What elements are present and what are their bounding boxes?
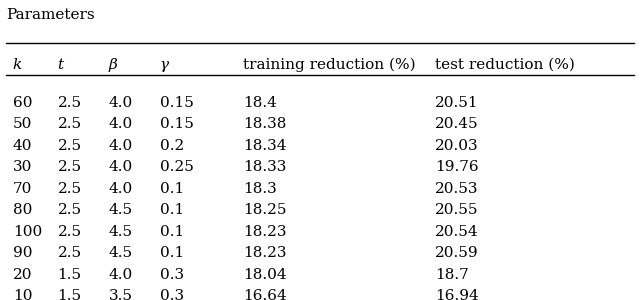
Text: 4.0: 4.0 [109,117,133,131]
Text: 0.15: 0.15 [160,117,194,131]
Text: 0.25: 0.25 [160,160,194,174]
Text: 0.1: 0.1 [160,225,184,239]
Text: 18.3: 18.3 [243,182,277,196]
Text: 4.0: 4.0 [109,96,133,110]
Text: 20.53: 20.53 [435,182,479,196]
Text: 20.59: 20.59 [435,246,479,260]
Text: 18.33: 18.33 [243,160,287,174]
Text: 30: 30 [13,160,32,174]
Text: 18.34: 18.34 [243,139,287,153]
Text: 3.5: 3.5 [109,289,133,300]
Text: 4.5: 4.5 [109,225,133,239]
Text: 0.3: 0.3 [160,268,184,282]
Text: 18.4: 18.4 [243,96,277,110]
Text: 16.64: 16.64 [243,289,287,300]
Text: 0.2: 0.2 [160,139,184,153]
Text: 70: 70 [13,182,32,196]
Text: 2.5: 2.5 [58,182,82,196]
Text: 18.23: 18.23 [243,225,287,239]
Text: training reduction (%): training reduction (%) [243,58,416,72]
Text: 1.5: 1.5 [58,268,82,282]
Text: t: t [58,58,64,72]
Text: 2.5: 2.5 [58,139,82,153]
Text: 2.5: 2.5 [58,117,82,131]
Text: 40: 40 [13,139,32,153]
Text: 2.5: 2.5 [58,160,82,174]
Text: 0.15: 0.15 [160,96,194,110]
Text: 2.5: 2.5 [58,246,82,260]
Text: 0.3: 0.3 [160,289,184,300]
Text: 4.0: 4.0 [109,160,133,174]
Text: 16.94: 16.94 [435,289,479,300]
Text: 0.1: 0.1 [160,182,184,196]
Text: 20.55: 20.55 [435,203,479,217]
Text: 20.03: 20.03 [435,139,479,153]
Text: 100: 100 [13,225,42,239]
Text: 20.51: 20.51 [435,96,479,110]
Text: 4.0: 4.0 [109,139,133,153]
Text: 2.5: 2.5 [58,203,82,217]
Text: 4.0: 4.0 [109,182,133,196]
Text: 10: 10 [13,289,32,300]
Text: 18.04: 18.04 [243,268,287,282]
Text: 2.5: 2.5 [58,96,82,110]
Text: 18.23: 18.23 [243,246,287,260]
Text: β: β [109,58,118,72]
Text: k: k [13,58,22,72]
Text: 18.7: 18.7 [435,268,469,282]
Text: 4.5: 4.5 [109,246,133,260]
Text: 18.38: 18.38 [243,117,287,131]
Text: 60: 60 [13,96,32,110]
Text: 2.5: 2.5 [58,225,82,239]
Text: test reduction (%): test reduction (%) [435,58,575,72]
Text: Parameters: Parameters [6,8,95,22]
Text: 90: 90 [13,246,32,260]
Text: 4.5: 4.5 [109,203,133,217]
Text: 20.45: 20.45 [435,117,479,131]
Text: 0.1: 0.1 [160,246,184,260]
Text: 50: 50 [13,117,32,131]
Text: 20: 20 [13,268,32,282]
Text: 20.54: 20.54 [435,225,479,239]
Text: 80: 80 [13,203,32,217]
Text: γ: γ [160,58,169,72]
Text: 18.25: 18.25 [243,203,287,217]
Text: 1.5: 1.5 [58,289,82,300]
Text: 4.0: 4.0 [109,268,133,282]
Text: 0.1: 0.1 [160,203,184,217]
Text: 19.76: 19.76 [435,160,479,174]
